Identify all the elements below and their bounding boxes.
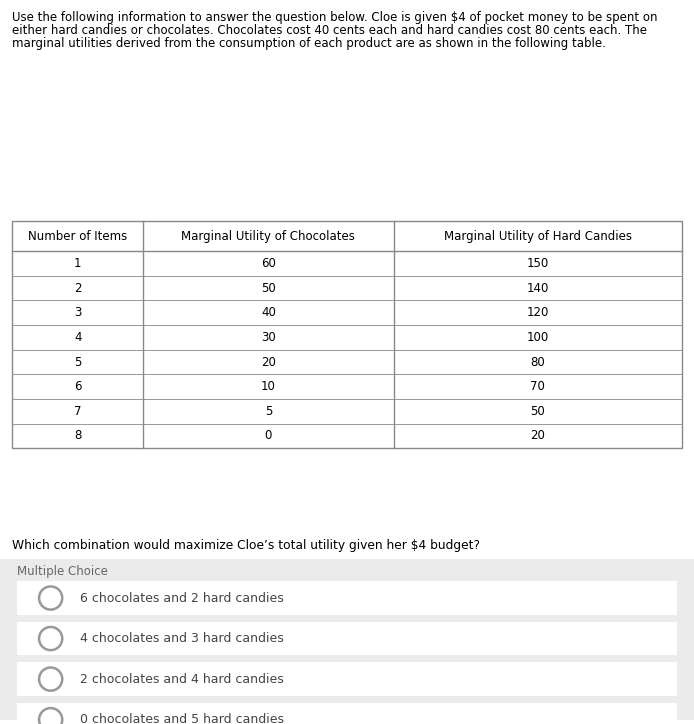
Text: 2: 2 <box>74 282 81 295</box>
Bar <box>17 703 677 724</box>
Text: 5: 5 <box>74 355 81 369</box>
Text: marginal utilities derived from the consumption of each product are as shown in : marginal utilities derived from the cons… <box>12 37 607 50</box>
Text: 3: 3 <box>74 306 81 319</box>
Text: 7: 7 <box>74 405 81 418</box>
Bar <box>0 559 694 720</box>
Bar <box>17 622 677 655</box>
Text: 80: 80 <box>530 355 545 369</box>
Text: 5: 5 <box>264 405 272 418</box>
Text: 60: 60 <box>261 257 276 270</box>
Text: 50: 50 <box>261 282 276 295</box>
Text: either hard candies or chocolates. Chocolates cost 40 cents each and hard candie: either hard candies or chocolates. Choco… <box>12 24 648 37</box>
Bar <box>17 581 677 615</box>
Text: 6 chocolates and 2 hard candies: 6 chocolates and 2 hard candies <box>80 592 284 605</box>
Text: 8: 8 <box>74 429 81 442</box>
Bar <box>12 221 682 448</box>
Text: 140: 140 <box>527 282 549 295</box>
Text: 150: 150 <box>527 257 549 270</box>
Text: 4: 4 <box>74 331 81 344</box>
Text: 20: 20 <box>530 429 545 442</box>
Text: Multiple Choice: Multiple Choice <box>17 565 108 578</box>
Text: Marginal Utility of Chocolates: Marginal Utility of Chocolates <box>181 230 355 243</box>
Text: Marginal Utility of Hard Candies: Marginal Utility of Hard Candies <box>443 230 632 243</box>
Text: 6: 6 <box>74 380 81 393</box>
Text: 0 chocolates and 5 hard candies: 0 chocolates and 5 hard candies <box>80 713 284 724</box>
Text: Which combination would maximize Cloe’s total utility given her $4 budget?: Which combination would maximize Cloe’s … <box>12 539 480 552</box>
Text: Use the following information to answer the question below. Cloe is given $4 of : Use the following information to answer … <box>12 11 658 24</box>
Text: 50: 50 <box>530 405 545 418</box>
Text: 20: 20 <box>261 355 276 369</box>
Text: 120: 120 <box>527 306 549 319</box>
Text: 100: 100 <box>527 331 549 344</box>
Text: 30: 30 <box>261 331 276 344</box>
Bar <box>17 662 677 696</box>
Text: 2 chocolates and 4 hard candies: 2 chocolates and 4 hard candies <box>80 673 284 686</box>
Text: Number of Items: Number of Items <box>28 230 127 243</box>
Text: 0: 0 <box>264 429 272 442</box>
Text: 40: 40 <box>261 306 276 319</box>
Text: 70: 70 <box>530 380 545 393</box>
Text: 10: 10 <box>261 380 276 393</box>
Text: 1: 1 <box>74 257 81 270</box>
Text: 4 chocolates and 3 hard candies: 4 chocolates and 3 hard candies <box>80 632 284 645</box>
